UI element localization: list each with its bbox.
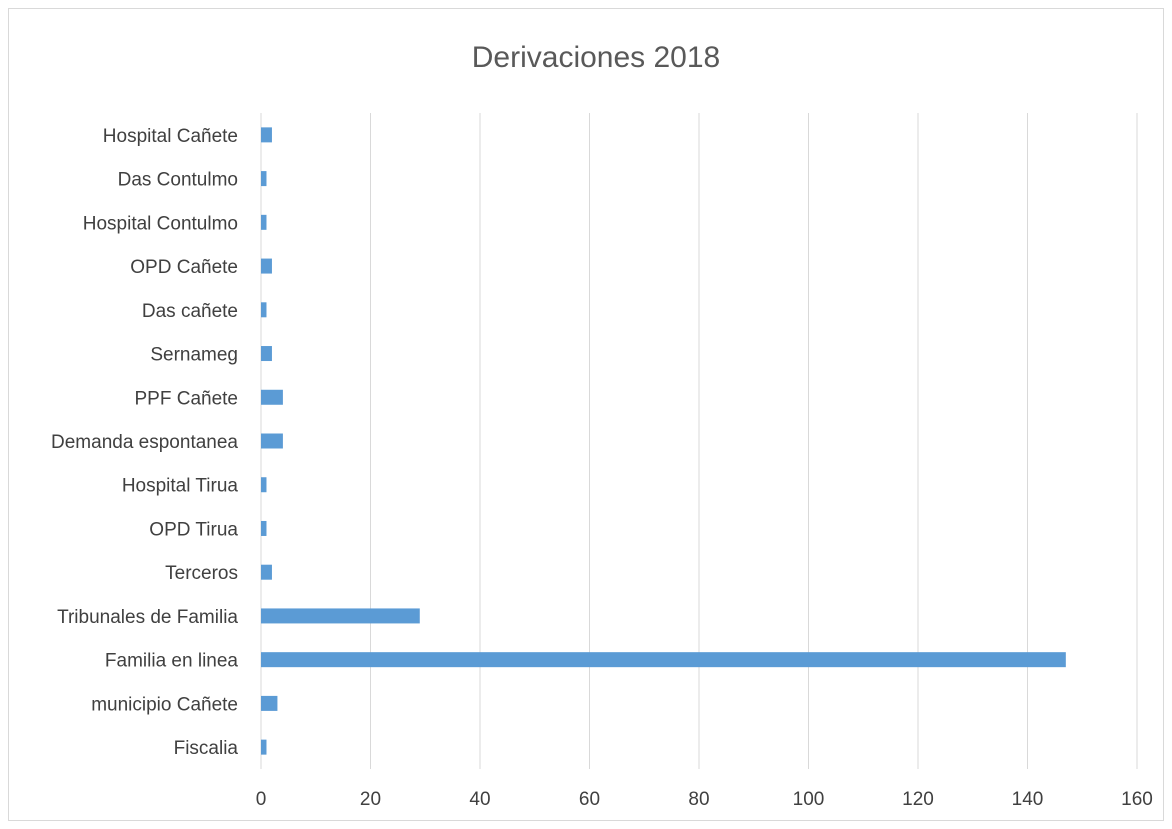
category-label: Familia en linea — [105, 651, 238, 672]
category-label: municipio Cañete — [91, 694, 238, 715]
bar — [261, 171, 267, 187]
bars — [261, 127, 1066, 755]
bar — [261, 214, 267, 230]
category-label: OPD Cañete — [130, 257, 238, 278]
category-label: OPD Tirua — [149, 519, 238, 540]
category-label: Terceros — [165, 563, 238, 584]
x-tick-label: 20 — [360, 789, 381, 810]
chart-frame — [8, 8, 1164, 821]
bar — [261, 127, 272, 143]
category-label: Hospital Tirua — [122, 476, 239, 497]
x-tick-label: 160 — [1121, 789, 1153, 810]
bar — [261, 346, 272, 362]
bar — [261, 389, 283, 405]
category-label: Tribunales de Familia — [57, 607, 238, 628]
x-tick-labels: 0 20 40 60 80 100 120 140 160 — [256, 789, 1153, 810]
x-tick-label: 40 — [469, 789, 490, 810]
category-label: Das Contulmo — [118, 170, 238, 191]
category-label: Sernameg — [150, 345, 238, 366]
x-tick-label: 60 — [579, 789, 600, 810]
x-tick-label: 100 — [793, 789, 825, 810]
bar — [261, 520, 267, 536]
bar — [261, 695, 278, 711]
x-tick-label: 140 — [1012, 789, 1044, 810]
bar — [261, 564, 272, 580]
gridlines — [260, 113, 1138, 769]
bar — [261, 652, 1066, 668]
category-label: Fiscalia — [174, 738, 239, 759]
x-tick-label: 120 — [902, 789, 934, 810]
category-label: Hospital Cañete — [103, 126, 238, 147]
bar — [261, 477, 267, 493]
bar — [261, 302, 267, 318]
category-label: Das cañete — [142, 301, 238, 322]
category-label: Hospital Contulmo — [83, 213, 238, 234]
bar — [261, 608, 420, 624]
bar — [261, 258, 272, 274]
bar — [261, 739, 267, 755]
category-label: PPF Cañete — [135, 388, 239, 409]
category-labels: Hospital Cañete Das Contulmo Hospital Cont… — [51, 126, 238, 759]
category-label: Demanda espontanea — [51, 432, 238, 453]
x-tick-label: 0 — [256, 789, 267, 810]
x-tick-label: 80 — [688, 789, 709, 810]
chart-title: Derivaciones 2018 — [472, 41, 720, 74]
bar — [261, 433, 283, 449]
